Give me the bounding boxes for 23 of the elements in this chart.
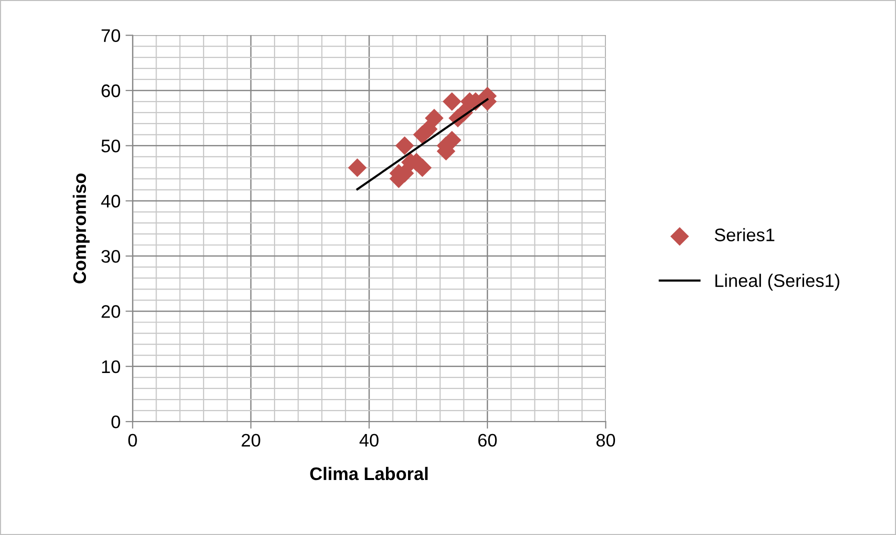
x-tick-label: 60 (478, 434, 497, 447)
point (424, 108, 444, 128)
y-tick-label: 50 (101, 140, 120, 152)
y-tick-label: 70 (102, 29, 120, 42)
legend-label: Lineal (Series1) (715, 274, 840, 291)
point (395, 136, 414, 155)
x-tick-label: 20 (242, 434, 260, 447)
y-tick-label: 10 (102, 360, 120, 374)
y-tick-label: 20 (102, 305, 120, 318)
x-tick-label: 0 (128, 434, 137, 447)
x-tick-label: 80 (596, 434, 616, 447)
y-tick-label: 60 (102, 84, 120, 98)
y-tick-label: 40 (101, 194, 120, 208)
y-axis-title: Compromiso (72, 173, 90, 284)
y-tick-label: 30 (101, 250, 120, 263)
point (442, 92, 462, 111)
legend-label: Series1 (714, 228, 774, 242)
point (442, 130, 462, 150)
x-tick-label: 40 (360, 434, 378, 447)
x-axis-title: Clima Laboral (310, 466, 428, 480)
point (418, 120, 438, 138)
point (348, 158, 367, 178)
y-tick-label: 0 (111, 416, 120, 428)
